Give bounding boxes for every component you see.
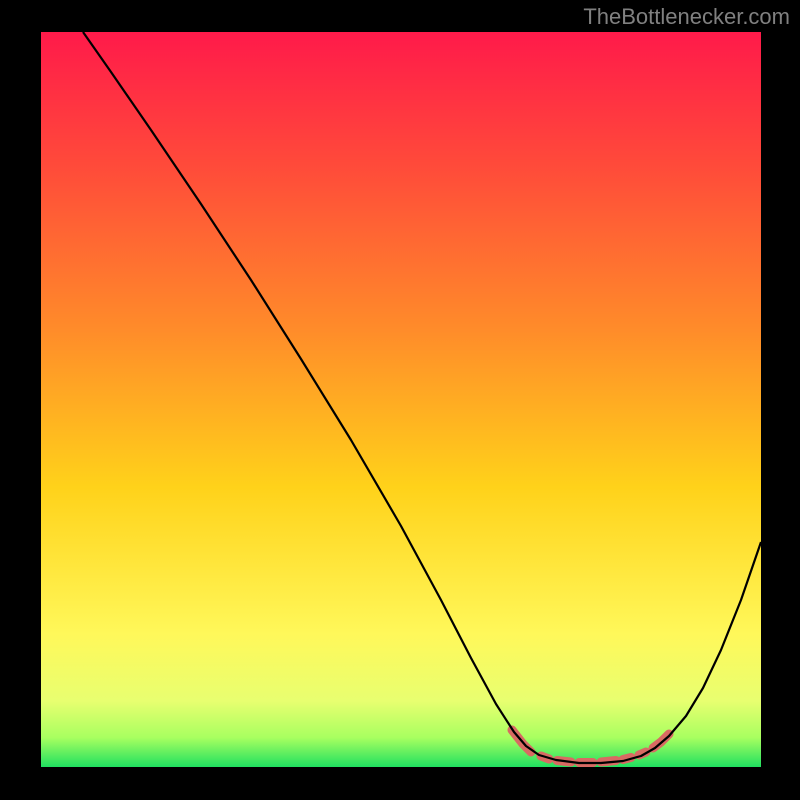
watermark-text: TheBottlenecker.com: [583, 4, 790, 30]
curve-svg: [41, 32, 761, 767]
plot-area: [41, 32, 761, 767]
chart-root: TheBottlenecker.com: [0, 0, 800, 800]
